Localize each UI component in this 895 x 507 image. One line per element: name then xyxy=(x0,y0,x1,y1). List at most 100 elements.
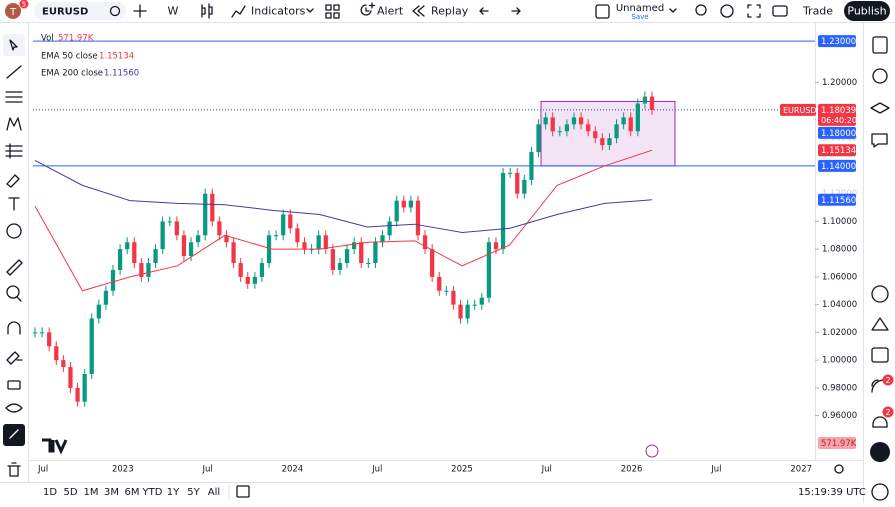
badge xyxy=(19,0,29,9)
pattern-tool[interactable] xyxy=(6,117,22,131)
axis-settings[interactable] xyxy=(834,464,844,474)
notifications-icon[interactable] xyxy=(872,416,888,428)
indicators[interactable]: Indicators xyxy=(251,5,306,18)
replay[interactable]: Replay xyxy=(431,5,469,18)
candle-body xyxy=(117,249,123,270)
interval[interactable]: W xyxy=(168,5,179,18)
watchlist-icon[interactable] xyxy=(872,36,888,54)
undo[interactable] xyxy=(479,7,489,15)
level-tag-bg xyxy=(818,35,856,48)
publish-button[interactable] xyxy=(844,1,890,21)
layout-name[interactable]: Unnamed xyxy=(616,3,664,14)
dropdown[interactable] xyxy=(306,8,314,13)
fib-tool[interactable] xyxy=(5,91,23,103)
fullscreen-icon[interactable] xyxy=(747,4,761,18)
chart-type-icon[interactable] xyxy=(201,3,213,19)
replay-icon[interactable] xyxy=(412,5,425,17)
target-icon[interactable] xyxy=(871,285,889,303)
candle-body xyxy=(550,117,555,132)
candle-body xyxy=(465,304,470,319)
candle-body xyxy=(628,117,633,132)
candle-body xyxy=(621,117,626,125)
candle-body xyxy=(344,249,350,264)
timeframe[interactable]: YTD xyxy=(142,487,163,498)
indicators-icon[interactable] xyxy=(231,5,246,18)
tool-active xyxy=(3,34,25,56)
ema50-tag: 1.15134 xyxy=(821,146,856,156)
candle-body xyxy=(642,96,648,104)
layouts-icon[interactable] xyxy=(325,4,340,19)
ruler-tool[interactable] xyxy=(6,259,23,276)
draw-mode-tool[interactable] xyxy=(6,351,23,365)
candle-body xyxy=(380,235,385,243)
candle-body xyxy=(224,235,229,243)
magnet-tool[interactable] xyxy=(7,321,21,335)
publish: Publish xyxy=(847,5,886,18)
candle-body xyxy=(167,221,172,223)
candle-body xyxy=(323,235,328,250)
candle-body xyxy=(125,242,130,250)
countdown: 06:40:20 xyxy=(821,116,857,125)
checkbox[interactable] xyxy=(595,4,610,19)
x-tick-label: 2023 xyxy=(112,465,134,475)
alert-icon[interactable] xyxy=(360,2,376,16)
candle-body xyxy=(422,235,428,250)
symbol: EURUSD xyxy=(42,7,88,18)
timeframe[interactable]: 5Y xyxy=(187,487,200,498)
brush-tool[interactable] xyxy=(6,174,20,188)
apps-button[interactable] xyxy=(870,442,890,462)
symbol-tag: EURUSD xyxy=(783,106,817,115)
timeframe[interactable]: 5D xyxy=(63,487,77,498)
settings-icon[interactable] xyxy=(720,4,734,18)
candle-body xyxy=(522,179,527,194)
lock-tool[interactable] xyxy=(7,380,21,390)
trade[interactable]: Trade xyxy=(802,5,833,18)
add-symbol[interactable] xyxy=(133,4,147,18)
emoji-tool[interactable] xyxy=(6,223,22,239)
timeframe[interactable]: 6M xyxy=(125,487,140,498)
chat-icon[interactable] xyxy=(871,133,888,148)
timeframe[interactable]: 1D xyxy=(43,487,57,498)
timeframe[interactable]: 1Y xyxy=(167,487,180,498)
timeframe[interactable]: All xyxy=(208,487,220,498)
candle-body xyxy=(649,96,655,110)
alert[interactable]: Alert xyxy=(377,5,404,18)
ideas-icon[interactable] xyxy=(871,317,889,331)
timeframe[interactable]: 3M xyxy=(104,487,119,498)
candle-body xyxy=(188,242,194,257)
link-tool-active[interactable] xyxy=(3,424,25,446)
y-tick-label: 1.04000 xyxy=(822,300,857,310)
trash-tool[interactable] xyxy=(7,462,21,477)
candle-body xyxy=(89,318,94,374)
candle-body xyxy=(557,131,562,133)
date-range-icon[interactable] xyxy=(236,485,250,498)
candle-body xyxy=(153,249,158,264)
timeframe[interactable]: 1M xyxy=(84,487,99,498)
symbol-search[interactable] xyxy=(34,2,126,20)
candle-body xyxy=(444,290,449,292)
candle-body xyxy=(110,269,116,291)
redo[interactable] xyxy=(511,7,521,15)
alert-level-bg xyxy=(818,126,856,139)
candle-body xyxy=(273,235,279,237)
avatar[interactable] xyxy=(5,3,21,19)
snapshot-icon[interactable] xyxy=(772,5,788,17)
layers-icon[interactable] xyxy=(870,102,890,114)
candle-body xyxy=(195,235,201,243)
clock: 15:19:39 UTC xyxy=(798,487,866,498)
dropdown[interactable] xyxy=(669,8,677,13)
compare-icon[interactable] xyxy=(109,5,121,17)
zoom-tool[interactable] xyxy=(6,285,20,299)
cursor-tool[interactable] xyxy=(9,39,18,51)
legend-value: 571.97K xyxy=(58,34,94,44)
help-icon[interactable] xyxy=(871,483,889,501)
text-tool[interactable] xyxy=(8,197,20,211)
calendar-icon[interactable] xyxy=(871,347,889,363)
forecast-tool[interactable] xyxy=(5,143,23,159)
search-icon[interactable] xyxy=(695,4,707,16)
hide-tool[interactable] xyxy=(5,403,23,413)
alerts-icon[interactable] xyxy=(872,68,888,84)
trend-line-tool[interactable] xyxy=(6,65,22,79)
y-tick-label: 1.10000 xyxy=(822,217,857,227)
